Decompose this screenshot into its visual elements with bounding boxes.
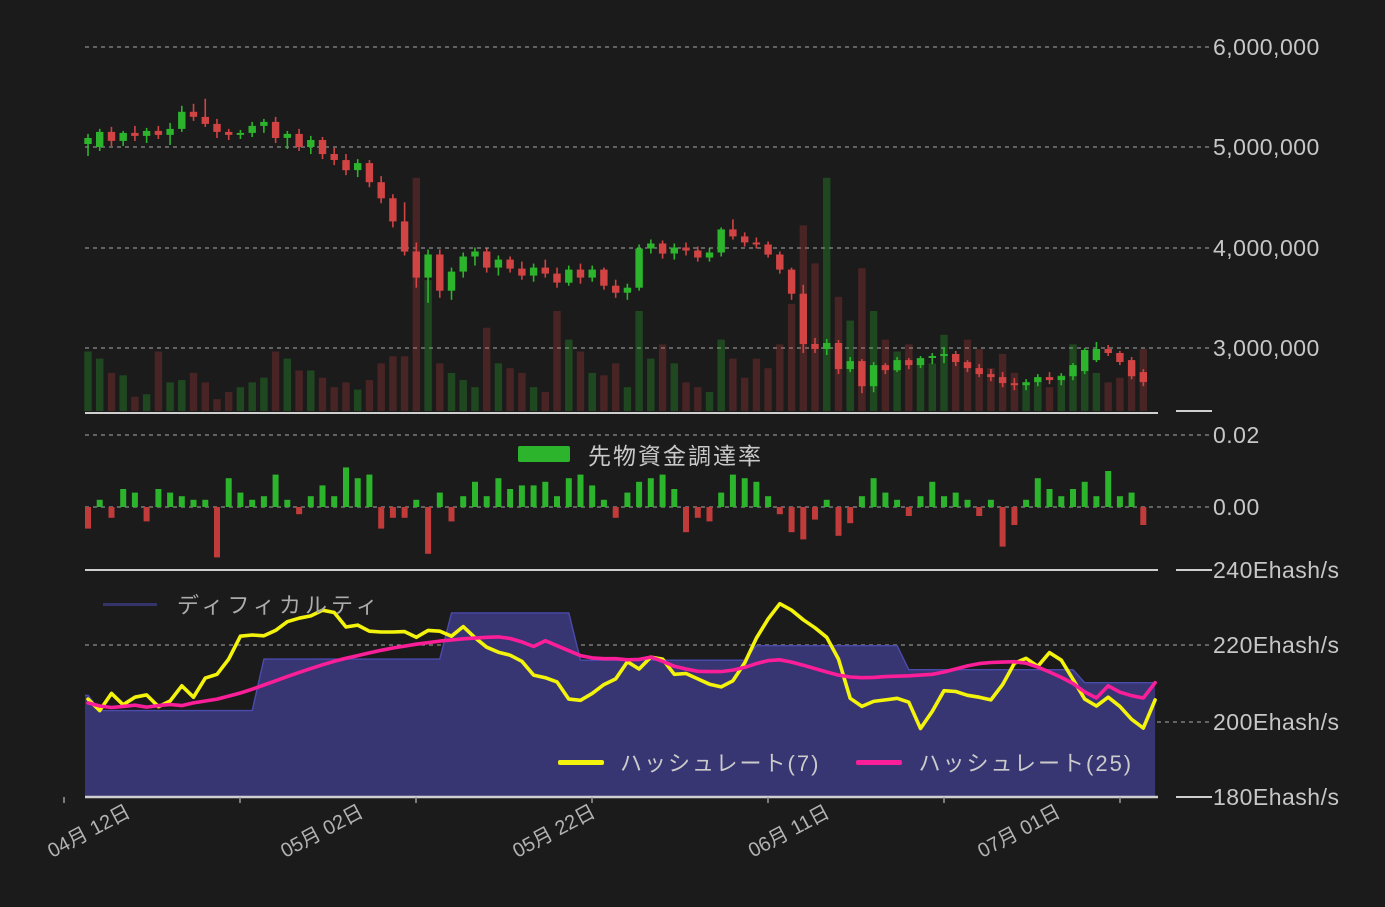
hashrate-axis-label: 220Ehash/s: [1213, 632, 1340, 658]
hashrate7-legend-swatch: [558, 759, 604, 765]
difficulty-legend-swatch: [103, 602, 157, 606]
legend-difficulty[interactable]: ディフィカルティ: [103, 588, 382, 620]
hashrate-axis-label: 180Ehash/s: [1213, 784, 1340, 810]
legend-hashrate-group: ハッシュレート(7) ハッシュレート(25): [558, 746, 1133, 778]
panel-borders: [63, 410, 1212, 803]
legend-hashrate-7[interactable]: ハッシュレート(7): [558, 746, 820, 778]
difficulty-legend-label: ディフィカルティ: [177, 593, 382, 618]
funding-axis-label: 0.00: [1213, 494, 1260, 520]
legend-hashrate-25[interactable]: ハッシュレート(25): [856, 746, 1133, 778]
funding-legend-label: 先物資金調達率: [588, 443, 763, 469]
hashrate-axis-label: 200Ehash/s: [1213, 709, 1340, 735]
hashrate7-line-series: [86, 601, 1157, 731]
funding-axis-label: 0.02: [1213, 422, 1260, 448]
hashrate-axis-label: 240Ehash/s: [1213, 557, 1340, 583]
legend-funding-rate[interactable]: 先物資金調達率: [518, 437, 763, 471]
hashrate7-legend-label: ハッシュレート(7): [620, 751, 821, 776]
price-axis-label: 6,000,000: [1213, 34, 1320, 60]
candlestick-series: [84, 98, 1147, 394]
price-axis-label: 3,000,000: [1213, 335, 1320, 361]
hashrate25-line-series: [86, 635, 1157, 710]
price-axis-label: 5,000,000: [1213, 134, 1320, 160]
funding-legend-swatch: [518, 446, 570, 462]
hashrate25-legend-swatch: [856, 759, 903, 765]
funding-bar-series: [85, 467, 1147, 558]
hashrate25-legend-label: ハッシュレート(25): [918, 751, 1134, 776]
price-axis-label: 4,000,000: [1213, 235, 1320, 261]
